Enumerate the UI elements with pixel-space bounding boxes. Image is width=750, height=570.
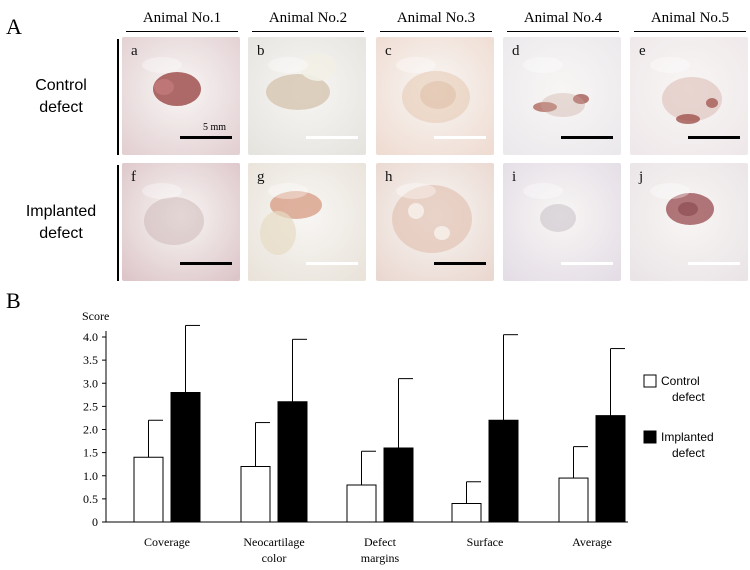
scale-bar bbox=[180, 262, 232, 265]
bar-control bbox=[346, 484, 377, 523]
column-header-animal-3: Animal No.3 bbox=[396, 10, 476, 26]
column-header-animal-2: Animal No.2 bbox=[268, 10, 348, 26]
photo-c: c bbox=[376, 37, 494, 155]
row-bracket bbox=[117, 165, 119, 281]
scale-bar bbox=[306, 262, 358, 265]
legend-label-line2: defect bbox=[672, 390, 705, 404]
photo-letter: i bbox=[512, 169, 517, 185]
bar-control bbox=[451, 503, 482, 523]
y-tick-label: 2.5 bbox=[83, 399, 98, 413]
photo-letter: a bbox=[131, 43, 138, 59]
photo-j: j bbox=[630, 163, 748, 281]
y-tick-label: 0 bbox=[92, 515, 98, 529]
legend-label: Implanted bbox=[661, 430, 714, 444]
row-bracket bbox=[117, 39, 119, 155]
column-header-animal-4: Animal No.4 bbox=[523, 10, 603, 26]
category-label: Average bbox=[572, 535, 612, 549]
tissue-image bbox=[630, 163, 748, 281]
tissue-image bbox=[376, 163, 494, 281]
scale-bar bbox=[434, 136, 486, 139]
y-tick-label: 1.5 bbox=[83, 446, 98, 460]
y-tick-label: 3.0 bbox=[83, 376, 98, 390]
y-tick-label: 3.5 bbox=[83, 353, 98, 367]
tissue-image bbox=[248, 37, 366, 155]
bar-control bbox=[240, 466, 271, 523]
category-label-line2: margins bbox=[361, 551, 400, 565]
column-header-rule bbox=[126, 31, 238, 32]
row-label-line: Control bbox=[35, 77, 87, 94]
photo-letter: c bbox=[385, 43, 392, 59]
bar-chart: Score 0 0.5 1.0 1.5 2.0 2.5 3.0 3.5 4.0 Coverage Ne… bbox=[82, 309, 714, 565]
category-label: Neocartilage bbox=[243, 535, 304, 549]
scale-bar bbox=[688, 262, 740, 265]
photo-f: f bbox=[122, 163, 240, 281]
panel-b-letter: B bbox=[6, 288, 21, 313]
tissue-image bbox=[503, 163, 621, 281]
photo-a: a 5 mm bbox=[122, 37, 240, 155]
category-label: Surface bbox=[467, 535, 504, 549]
category-label: Defect bbox=[364, 535, 397, 549]
category-label-line2: color bbox=[262, 551, 287, 565]
row-label-line: defect bbox=[39, 99, 83, 116]
column-header-animal-1: Animal No.1 bbox=[142, 10, 222, 26]
bar-implanted bbox=[170, 392, 201, 523]
row-label-control: Control defect bbox=[6, 75, 116, 119]
bar-control bbox=[558, 477, 589, 523]
photo-letter: h bbox=[385, 169, 393, 185]
photo-b: b bbox=[248, 37, 366, 155]
column-header-rule bbox=[252, 31, 364, 32]
legend-label-line2: defect bbox=[672, 446, 705, 460]
scale-bar bbox=[561, 136, 613, 139]
column-header-rule bbox=[634, 31, 746, 32]
photo-h: h bbox=[376, 163, 494, 281]
tissue-image bbox=[122, 37, 240, 155]
tissue-image bbox=[376, 37, 494, 155]
photo-letter: d bbox=[512, 43, 520, 59]
photo-i: i bbox=[503, 163, 621, 281]
panel-a-letter: A bbox=[6, 14, 22, 39]
bar-implanted bbox=[277, 401, 308, 523]
y-tick-label: 2.0 bbox=[83, 423, 98, 437]
photo-letter: j bbox=[639, 169, 644, 185]
y-tick-label: 0.5 bbox=[83, 492, 98, 506]
photo-letter: g bbox=[257, 169, 265, 185]
photo-letter: f bbox=[131, 169, 136, 185]
photo-letter: b bbox=[257, 43, 265, 59]
scale-bar bbox=[434, 262, 486, 265]
column-header-animal-5: Animal No.5 bbox=[650, 10, 730, 26]
tissue-image bbox=[122, 163, 240, 281]
scale-bar bbox=[306, 136, 358, 139]
row-label-line: Implanted bbox=[25, 203, 97, 220]
photo-g: g bbox=[248, 163, 366, 281]
column-header-rule bbox=[380, 31, 492, 32]
legend-swatch-implanted bbox=[643, 430, 657, 444]
row-label-implanted: Implanted defect bbox=[6, 201, 116, 245]
photo-letter: e bbox=[639, 43, 646, 59]
y-tick-label: 4.0 bbox=[83, 330, 98, 344]
y-tick-label: 1.0 bbox=[83, 469, 98, 483]
bar-implanted bbox=[488, 419, 519, 523]
scale-bar bbox=[561, 262, 613, 265]
legend-label: Control bbox=[661, 374, 700, 388]
scale-bar-label: 5 mm bbox=[202, 122, 226, 133]
scale-bar bbox=[180, 136, 232, 139]
scale-bar bbox=[688, 136, 740, 139]
tissue-image bbox=[248, 163, 366, 281]
bar-control bbox=[133, 456, 164, 523]
category-label: Coverage bbox=[144, 535, 190, 549]
legend-swatch-control bbox=[643, 374, 657, 388]
bar-implanted bbox=[595, 415, 626, 523]
column-header-rule bbox=[507, 31, 619, 32]
tissue-image bbox=[503, 37, 621, 155]
row-label-line: defect bbox=[39, 225, 83, 242]
photo-e: e bbox=[630, 37, 748, 155]
bar-implanted bbox=[383, 447, 414, 523]
photo-d: d bbox=[503, 37, 621, 155]
tissue-image bbox=[630, 37, 748, 155]
y-axis-label: Score bbox=[82, 309, 109, 323]
